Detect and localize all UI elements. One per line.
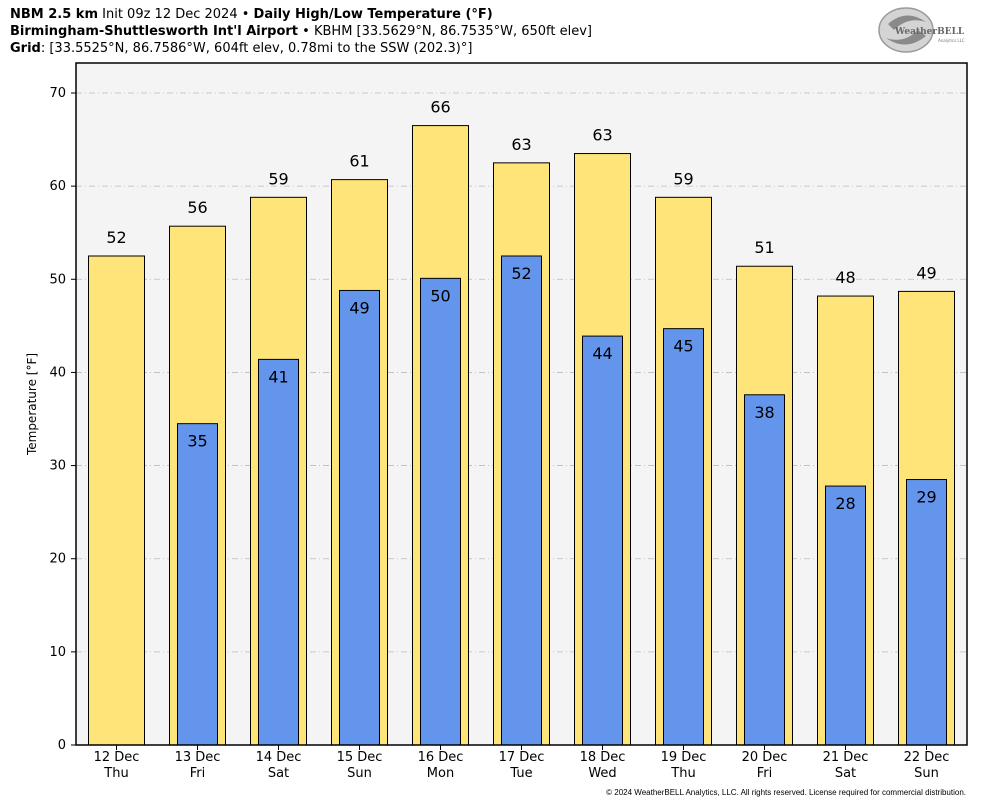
x-tick-date-label: 14 Dec [256, 750, 302, 765]
low-temp-label: 50 [430, 286, 450, 305]
high-temp-label: 48 [835, 268, 855, 287]
low-temp-label: 52 [511, 264, 531, 283]
high-temp-label: 51 [754, 238, 774, 257]
y-tick-label: 50 [49, 272, 66, 287]
x-tick-date-label: 12 Dec [94, 750, 140, 765]
low-temp-bar [177, 423, 218, 746]
station-line: Birmingham-Shuttlesworth Int'l Airport •… [10, 24, 592, 40]
high-temp-label: 49 [916, 263, 936, 282]
x-tick-date-label: 18 Dec [580, 750, 626, 765]
high-temp-bar [88, 255, 145, 746]
high-temp-label: 59 [673, 169, 693, 188]
low-temp-bar [420, 277, 461, 746]
low-temp-bar [339, 289, 380, 746]
x-tick-date-label: 22 Dec [904, 750, 950, 765]
title-separator: • [237, 7, 254, 22]
low-temp-bar [825, 485, 866, 746]
x-tick-date-label: 21 Dec [823, 750, 869, 765]
station-separator: • [298, 24, 314, 39]
x-tick-weekday-label: Sun [914, 766, 939, 781]
station-info: KBHM [33.5629°N, 86.7535°W, 650ft elev] [313, 24, 592, 39]
high-temp-label: 63 [592, 126, 612, 145]
low-temp-label: 45 [673, 337, 693, 356]
grid-line: Grid: [33.5525°N, 86.7586°W, 604ft elev,… [10, 41, 472, 57]
x-tick-date-label: 13 Dec [175, 750, 221, 765]
high-temp-label: 63 [511, 135, 531, 154]
x-tick-date-label: 20 Dec [742, 750, 788, 765]
x-tick-date-label: 16 Dec [418, 750, 464, 765]
y-tick-label: 0 [58, 738, 66, 753]
x-tick-weekday-label: Sat [268, 766, 289, 781]
logo-swirl-arc-icon [888, 15, 926, 30]
low-temp-bar [663, 328, 704, 746]
x-tick-date-label: 17 Dec [499, 750, 545, 765]
logo-swirl-arc2-icon [886, 30, 926, 45]
x-tick-weekday-label: Sun [347, 766, 372, 781]
high-temp-label: 61 [349, 152, 369, 171]
grid-label: Grid [10, 41, 41, 56]
init-time: Init 09z 12 Dec 2024 [102, 7, 238, 22]
x-tick-date-label: 19 Dec [661, 750, 707, 765]
high-temp-label: 52 [106, 228, 126, 247]
low-temp-bar [582, 335, 623, 746]
x-tick-weekday-label: Fri [757, 766, 773, 781]
product-name: Daily High/Low Temperature (°F) [253, 7, 493, 22]
x-tick-weekday-label: Fri [190, 766, 206, 781]
x-tick-weekday-label: Mon [427, 766, 454, 781]
low-temp-label: 49 [349, 298, 369, 317]
low-temp-bar [744, 394, 785, 746]
weatherbell-logo: WeatherBELL Analytics LLC [878, 7, 965, 53]
chart-title: NBM 2.5 km Init 09z 12 Dec 2024 • Daily … [10, 7, 493, 23]
y-tick-label: 20 [49, 552, 66, 567]
y-axis: 0 10 20 30 40 50 60 70 [49, 86, 76, 753]
y-axis-label: Temperature [°F] [25, 353, 39, 456]
bars: 52 56 35 59 41 61 49 66 50 63 52 63 44 59 45 51 38 48 28 49… [88, 98, 955, 746]
x-tick-weekday-label: Tue [509, 766, 532, 781]
y-tick-label: 30 [49, 459, 66, 474]
y-tick-label: 70 [49, 86, 66, 101]
logo-subtext: Analytics LLC [938, 38, 965, 43]
low-temp-label: 38 [754, 403, 774, 422]
x-tick-weekday-label: Wed [588, 766, 616, 781]
low-temp-bar [258, 358, 299, 746]
y-tick-label: 10 [49, 645, 66, 660]
low-temp-label: 35 [187, 432, 207, 451]
model-name: NBM 2.5 km [10, 7, 98, 22]
high-temp-label: 59 [268, 169, 288, 188]
high-temp-label: 56 [187, 198, 207, 217]
low-temp-bar [906, 479, 947, 746]
y-tick-label: 40 [49, 365, 66, 380]
x-tick-weekday-label: Sat [835, 766, 856, 781]
low-temp-label: 44 [592, 344, 612, 363]
low-temp-label: 41 [268, 367, 288, 386]
low-temp-bar [501, 255, 542, 746]
low-temp-label: 28 [835, 494, 855, 513]
grid-info: : [33.5525°N, 86.7586°W, 604ft elev, 0.7… [40, 41, 473, 56]
logo-text: WeatherBELL [894, 27, 965, 37]
station-name: Birmingham-Shuttlesworth Int'l Airport [10, 24, 299, 39]
x-tick-weekday-label: Thu [103, 766, 128, 781]
high-temp-label: 66 [430, 98, 450, 117]
x-tick-weekday-label: Thu [670, 766, 695, 781]
y-tick-label: 60 [49, 179, 66, 194]
x-tick-date-label: 15 Dec [337, 750, 383, 765]
plot-frame [75, 62, 968, 746]
copyright-notice: © 2024 WeatherBELL Analytics, LLC. All r… [606, 788, 966, 797]
low-temp-label: 29 [916, 488, 936, 507]
